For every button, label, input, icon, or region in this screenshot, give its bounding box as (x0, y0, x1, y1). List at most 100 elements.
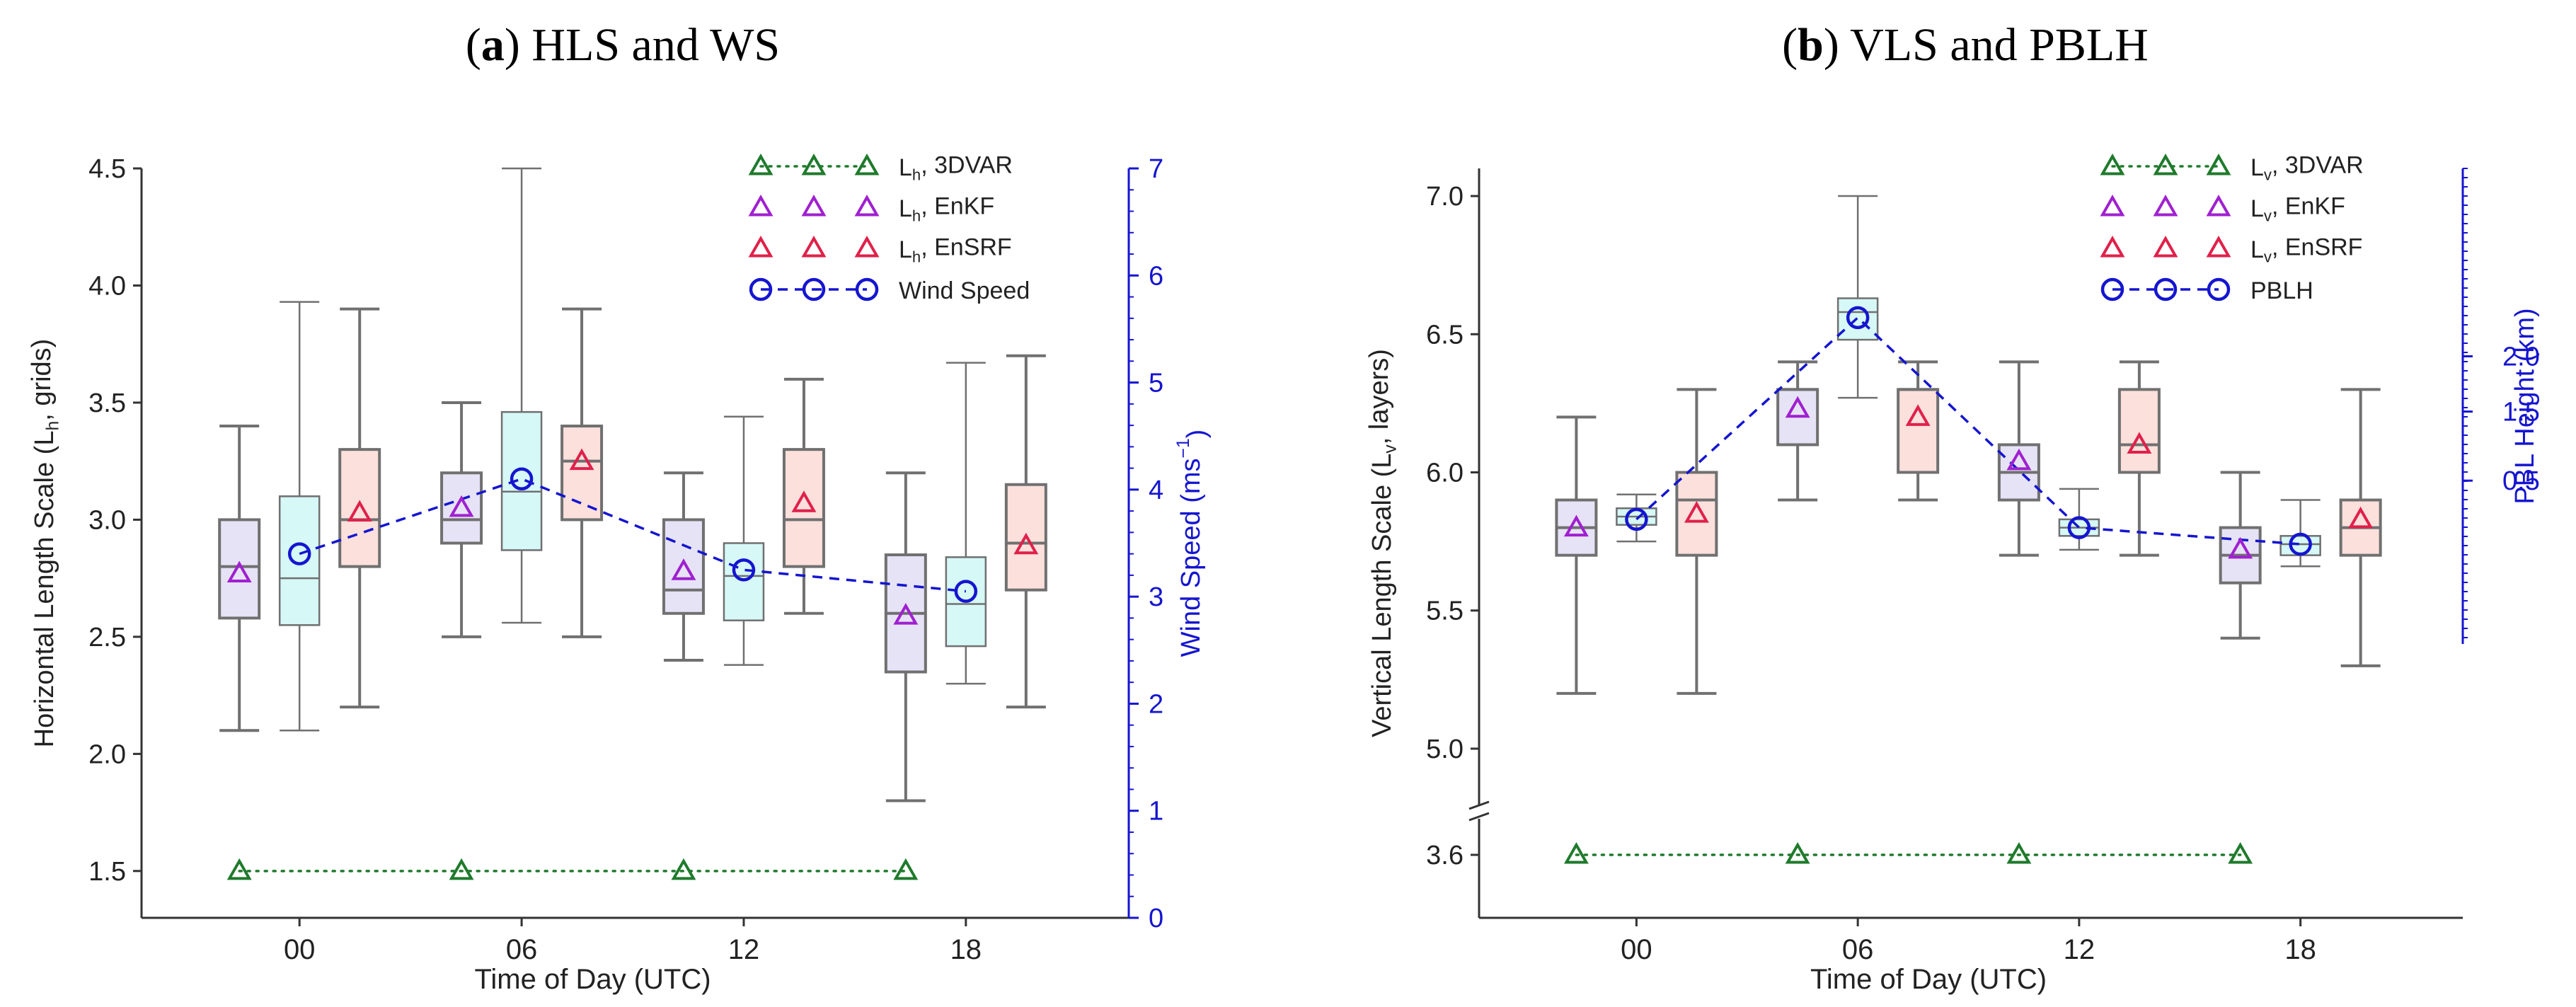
y-tick-label: 6.5 (1426, 320, 1464, 350)
legend-marker (855, 277, 879, 301)
legend-marker (2154, 277, 2178, 301)
legend-marker (2100, 153, 2125, 175)
box-body (723, 542, 765, 621)
legend-marker (748, 153, 774, 175)
y-tick-label: 1.5 (88, 857, 126, 887)
legend-marker (801, 194, 827, 217)
panel-title: (b) VLS and PBLH (1782, 19, 2149, 71)
marker-mean-ensrf-06 (569, 448, 594, 471)
box-ensrf-06 (560, 307, 604, 638)
legend-marker (2153, 153, 2178, 175)
legend-item-ensrf: Lh, EnSRF (748, 234, 1012, 266)
box-enkf-06 (1836, 195, 1879, 399)
box-enkf-18 (2279, 499, 2321, 568)
legend-label: Lv, EnSRF (2250, 234, 2362, 265)
legend-item-right: Wind Speed (749, 277, 1030, 304)
box-body (500, 410, 543, 551)
legend-marker (2100, 277, 2124, 301)
box-enkf-12 (723, 415, 765, 666)
x-tick-label: 00 (284, 934, 316, 965)
y-tick-label: 2.5 (88, 623, 126, 652)
legend-marker (2153, 235, 2178, 258)
legend-marker (2206, 235, 2231, 258)
legend-marker (802, 277, 826, 301)
box-body (782, 448, 825, 568)
legend-marker (854, 194, 880, 217)
marker-right-00 (287, 542, 311, 565)
y2-tick-label: 7 (1149, 154, 1163, 184)
box-enkf-06 (500, 167, 543, 624)
y2-tick-label: 0.5 (2502, 466, 2540, 496)
legend-item-3dvar: Lh, 3DVAR (748, 151, 1013, 184)
marker-mean-ensrf-18 (2348, 506, 2374, 529)
legend-marker (2206, 153, 2231, 175)
marker-mean-3dvar-12 (2006, 448, 2032, 471)
x-axis-label: Time of Day (UTC) (474, 964, 711, 995)
legend-marker (854, 153, 880, 175)
marker-mean-3dvar-12 (671, 558, 696, 580)
y-axis-label: Horizontal Length Scale (Lh, grids) (27, 339, 62, 748)
box-3dvar-00 (218, 425, 261, 732)
box-3dvar-12 (1997, 360, 2040, 557)
marker-right-06 (1846, 306, 1870, 330)
box-enkf-00 (278, 301, 321, 732)
box-ensrf-12 (782, 377, 825, 615)
box-body (440, 471, 483, 545)
x-tick-label: 06 (1842, 934, 1874, 965)
y2-tick-label: 5 (1149, 369, 1163, 398)
box-3dvar-00 (1555, 415, 1598, 695)
x-tick-label: 00 (1621, 934, 1652, 965)
marker-3dvar-00 (226, 858, 252, 880)
marker-mean-3dvar-00 (1563, 514, 1589, 537)
box-body (662, 518, 705, 615)
box-3dvar-12 (662, 471, 705, 662)
x-tick-label: 12 (728, 934, 760, 965)
legend-label: Lv, 3DVAR (2250, 151, 2364, 183)
box-ensrf-18 (1004, 354, 1047, 709)
legend-marker (2206, 194, 2231, 217)
x-axis-label: Time of Day (UTC) (1810, 964, 2047, 995)
legend-item-ensrf: Lv, EnSRF (2100, 234, 2362, 266)
marker-3dvar-00 (1563, 841, 1589, 864)
y-tick-label: 3.6 (1426, 841, 1464, 870)
marker-mean-3dvar-06 (449, 495, 474, 517)
box-body (1897, 388, 1940, 474)
box-ensrf-12 (2117, 360, 2161, 557)
marker-mean-ensrf-12 (791, 490, 817, 512)
x-tick-label: 12 (2064, 934, 2095, 965)
legend-item-enkf: Lh, EnKF (748, 192, 994, 225)
marker-mean-ensrf-18 (1013, 532, 1039, 555)
legend-label: Lh, EnSRF (899, 234, 1012, 265)
box-ensrf-00 (1675, 388, 1718, 695)
y2-tick-label: 1 (1149, 797, 1163, 827)
marker-mean-3dvar-06 (1785, 396, 1810, 418)
legend-marker (748, 194, 774, 217)
marker-3dvar-12 (671, 858, 696, 880)
y2-tick-label: 2.0 (2502, 343, 2540, 372)
marker-3dvar-18 (893, 858, 919, 880)
box-ensrf-00 (338, 307, 381, 709)
box-enkf-18 (945, 362, 987, 685)
marker-mean-ensrf-06 (1905, 404, 1931, 426)
y-tick-label: 4.0 (88, 271, 126, 301)
legend-label: Lh, EnKF (899, 192, 994, 224)
marker-right-18 (954, 580, 978, 603)
legend-label: Lv, EnKF (2250, 192, 2345, 224)
legend-label: Lh, 3DVAR (899, 151, 1013, 183)
box-body (1675, 471, 1718, 557)
marker-mean-ensrf-00 (347, 500, 372, 522)
legend-label: PBLH (2250, 277, 2313, 304)
box-body (560, 425, 604, 522)
box-3dvar-18 (2219, 471, 2262, 640)
marker-right-18 (2289, 532, 2312, 556)
legend-item-3dvar: Lv, 3DVAR (2100, 151, 2364, 184)
y2-axis-label: PBL Height (km) (2510, 308, 2540, 504)
y-tick-label: 5.5 (1426, 597, 1464, 626)
y-axis-label: Vertical Length Scale (Lv, layers) (1364, 349, 1400, 737)
box-body (2117, 388, 2161, 474)
legend-marker (801, 235, 827, 258)
marker-right-00 (1625, 507, 1648, 531)
marker-mean-3dvar-18 (893, 603, 919, 625)
legend-marker (2100, 194, 2125, 217)
legend-marker (2100, 235, 2125, 258)
